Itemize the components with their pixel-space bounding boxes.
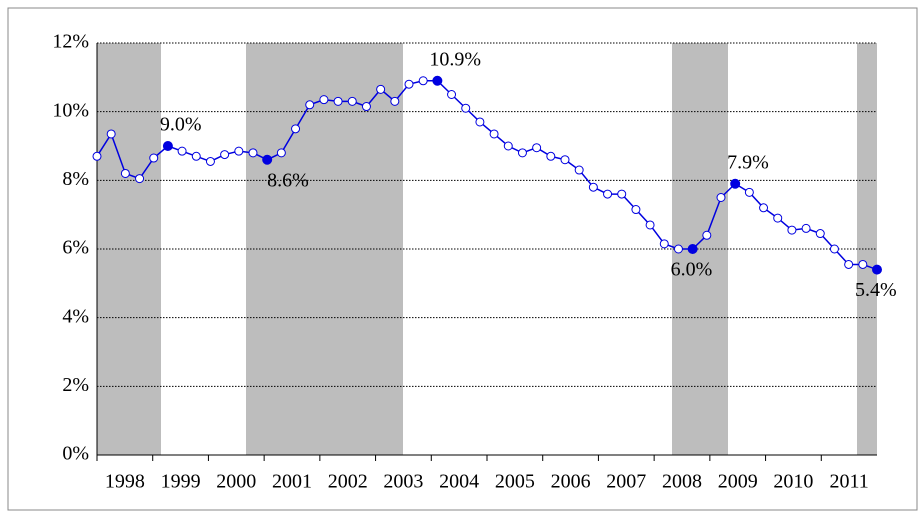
point bbox=[787, 225, 797, 235]
point bbox=[376, 84, 386, 94]
x-tick-label: 2010 bbox=[773, 471, 813, 493]
point bbox=[517, 148, 527, 158]
point bbox=[461, 103, 471, 113]
point bbox=[801, 223, 811, 233]
point bbox=[305, 100, 315, 110]
y-tick-label: 6% bbox=[62, 237, 89, 259]
y-tick-label: 12% bbox=[52, 31, 89, 53]
point bbox=[162, 141, 173, 151]
point bbox=[574, 165, 584, 175]
point bbox=[319, 95, 329, 105]
x-tick-label: 2008 bbox=[662, 471, 702, 493]
value-label: 7.9% bbox=[727, 151, 769, 173]
point bbox=[432, 75, 443, 86]
point bbox=[503, 141, 513, 151]
point bbox=[347, 96, 357, 106]
x-tick-label: 2009 bbox=[718, 471, 758, 493]
x-tick-label: 2005 bbox=[495, 471, 535, 493]
point bbox=[844, 259, 854, 269]
y-tick-label: 10% bbox=[52, 99, 89, 121]
point bbox=[191, 151, 201, 161]
shaded-period bbox=[97, 43, 161, 455]
value-label: 5.4% bbox=[855, 279, 897, 301]
y-tick-label: 0% bbox=[62, 443, 89, 465]
point bbox=[447, 90, 457, 99]
y-tick-label: 8% bbox=[62, 168, 89, 190]
point bbox=[716, 193, 726, 202]
point bbox=[631, 205, 641, 215]
point bbox=[475, 117, 485, 127]
point bbox=[92, 151, 102, 161]
x-tick-label: 1999 bbox=[161, 471, 201, 493]
point bbox=[603, 189, 613, 199]
x-tick-label: 2007 bbox=[606, 471, 646, 493]
point bbox=[248, 148, 258, 158]
point bbox=[404, 79, 414, 89]
point bbox=[418, 76, 428, 86]
frame bbox=[7, 7, 918, 511]
point bbox=[234, 146, 244, 156]
point bbox=[390, 96, 400, 106]
value-label: 9.0% bbox=[160, 114, 202, 136]
point bbox=[858, 259, 868, 269]
y-tick-label: 4% bbox=[62, 305, 89, 327]
point bbox=[546, 151, 556, 161]
point bbox=[205, 156, 215, 166]
x-tick-label: 2003 bbox=[383, 471, 423, 493]
x-tick-label: 1998 bbox=[105, 471, 145, 493]
x-tick-label: 2006 bbox=[551, 471, 591, 493]
point bbox=[361, 102, 371, 112]
value-label: 10.9% bbox=[429, 48, 481, 70]
point bbox=[177, 146, 187, 156]
point bbox=[687, 244, 698, 254]
x-tick-label: 2004 bbox=[439, 471, 479, 493]
point bbox=[773, 213, 783, 223]
x-tick-label: 2011 bbox=[830, 471, 869, 493]
x-tick-label: 2001 bbox=[272, 471, 312, 493]
point bbox=[120, 168, 130, 178]
point bbox=[532, 143, 542, 153]
point bbox=[829, 244, 839, 254]
point bbox=[617, 189, 627, 199]
point bbox=[702, 230, 712, 240]
point bbox=[291, 124, 301, 134]
point bbox=[560, 155, 570, 165]
value-label: 8.6% bbox=[267, 169, 309, 191]
point bbox=[333, 96, 343, 106]
point bbox=[759, 203, 769, 213]
y-tick-label: 2% bbox=[62, 374, 89, 396]
point bbox=[659, 239, 669, 249]
point bbox=[135, 174, 145, 184]
point bbox=[744, 187, 754, 197]
point bbox=[276, 148, 286, 158]
point bbox=[106, 129, 116, 139]
point bbox=[489, 129, 499, 139]
point bbox=[149, 153, 159, 163]
point bbox=[815, 229, 825, 239]
x-tick-label: 2002 bbox=[328, 471, 368, 493]
point bbox=[872, 264, 882, 275]
point bbox=[673, 244, 683, 254]
point bbox=[220, 150, 230, 160]
point bbox=[588, 182, 598, 192]
shaded-period bbox=[857, 43, 877, 455]
point bbox=[262, 154, 273, 165]
x-tick-label: 2000 bbox=[216, 471, 256, 493]
point bbox=[730, 178, 741, 189]
point bbox=[645, 220, 655, 230]
value-label: 6.0% bbox=[671, 259, 713, 281]
line bbox=[96, 80, 878, 271]
